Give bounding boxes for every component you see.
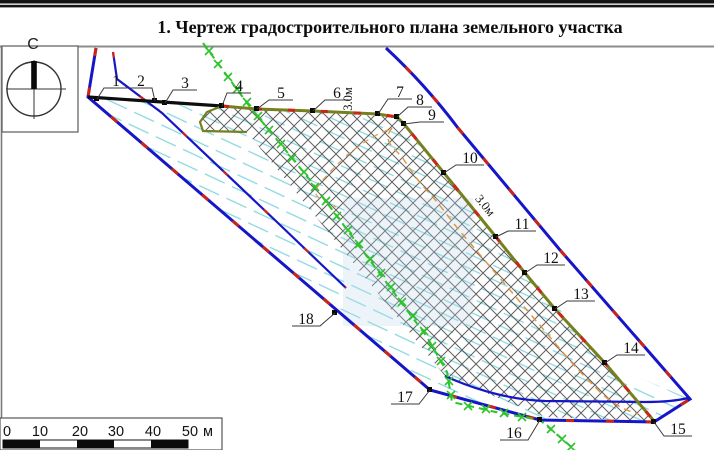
scale-tick: 0	[3, 424, 11, 440]
point-label: 12	[543, 250, 559, 267]
point-leader	[221, 92, 251, 107]
point-label: 13	[573, 286, 589, 303]
scale-tick: 30	[108, 424, 124, 440]
point-leader	[130, 87, 156, 102]
point-leader	[256, 99, 293, 110]
point-label: 8	[416, 92, 424, 109]
boundary-point-marker	[332, 310, 337, 315]
scale-unit: м	[203, 424, 213, 440]
point-leader	[443, 164, 484, 174]
boundary-point-marker	[310, 108, 315, 113]
point-label: 17	[397, 389, 413, 406]
boundary-point-marker	[394, 114, 399, 119]
top-double-rule	[0, 0, 714, 8]
scale-tick: 20	[72, 424, 88, 440]
point-leader	[554, 300, 595, 310]
point-leader	[495, 230, 536, 238]
point-label: 6	[333, 85, 341, 102]
point-label: 15	[670, 421, 686, 438]
north-compass: С	[1, 36, 79, 133]
plot-boundary-jog	[198, 104, 248, 134]
point-leader	[396, 106, 432, 118]
point-label: 18	[298, 311, 314, 328]
point-label: 1	[112, 73, 120, 90]
point-leader	[164, 89, 197, 104]
boundary-point-marker	[427, 387, 432, 392]
point-label: 9	[428, 107, 436, 124]
boundary-point-marker	[254, 106, 259, 111]
drawing-title: 1. Чертеж градостроительного плана земел…	[157, 17, 622, 37]
point-leader	[292, 312, 336, 327]
boundary-point-marker	[602, 360, 607, 365]
compass-needle	[31, 61, 37, 89]
boundary-point-marker	[219, 103, 224, 108]
point-label: 2	[137, 73, 145, 90]
point-label: 16	[506, 425, 522, 442]
boundary-point-marker	[401, 121, 406, 126]
scale-bar-segments	[2, 439, 189, 449]
scale-tick: 40	[145, 424, 161, 440]
point-leader	[524, 264, 565, 274]
point-leader	[500, 419, 541, 441]
point-leader	[391, 389, 431, 405]
point-label: 14	[623, 340, 639, 357]
watermark	[343, 198, 473, 326]
point-leader	[604, 354, 645, 364]
orange-utility-line-branch	[314, 129, 389, 208]
boundary-point-marker	[552, 306, 557, 311]
orange-utility-line	[387, 127, 639, 415]
plot-boundary-line	[221, 104, 656, 422]
boundary-point-marker	[162, 100, 167, 105]
point-label: 3	[181, 75, 189, 92]
boundary-point-marker	[94, 96, 99, 101]
scale-tick: 50	[182, 424, 198, 440]
point-label: 11	[515, 216, 530, 233]
point-label: 7	[396, 84, 404, 101]
point-leader	[403, 121, 444, 125]
boundary-point-marker	[441, 170, 446, 175]
point-label: 5	[277, 85, 285, 102]
boundary-point-marker	[493, 234, 498, 239]
point-leader	[377, 98, 412, 115]
power-line-x-marks	[204, 46, 576, 450]
boundary-point-marker	[375, 111, 380, 116]
point-label: 10	[462, 150, 478, 167]
scale-bar: 0 10 20 30 40 50 м	[0, 417, 223, 450]
point-labels: 1 2 3 4 5 6 7 8 9 10 11 12 13 14 15 16 1…	[112, 73, 686, 442]
outer-boundary-line	[86, 46, 693, 424]
point-leader	[312, 99, 349, 112]
scale-tick: 10	[32, 424, 48, 440]
point-leaders	[96, 87, 692, 441]
point-leader	[653, 421, 692, 437]
boundary-point-marker	[651, 419, 656, 424]
boundary-point-marker	[522, 270, 527, 275]
inner-boundary-line	[111, 51, 347, 289]
bottom-inner-line	[444, 374, 689, 404]
offset-label-top: 3.0м	[341, 87, 355, 111]
point-leader	[96, 87, 128, 100]
boundary-point-marker	[537, 417, 542, 422]
point-label: 4	[235, 78, 243, 95]
compass-north-label: С	[27, 36, 39, 53]
point-markers	[94, 96, 656, 424]
